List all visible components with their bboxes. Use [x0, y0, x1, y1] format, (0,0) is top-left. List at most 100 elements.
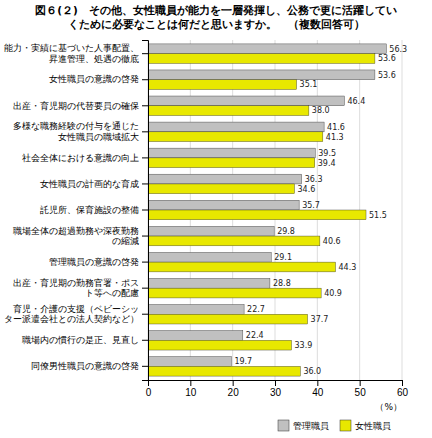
bar [148, 226, 274, 236]
x-tick-label: 30 [270, 387, 282, 398]
x-tick: 0 [146, 380, 152, 398]
y-tick-label: 出産・育児期の代替要員の確保 [13, 101, 139, 111]
x-tick-label: 40 [312, 387, 324, 398]
legend-swatch [278, 420, 289, 431]
data-label: 39.4 [318, 159, 336, 168]
data-label: 34.6 [297, 185, 315, 194]
y-tick: 女性職員の計画的な育成 [40, 179, 148, 189]
y-tick-mark [142, 53, 148, 54]
y-tick-label: 託児所、保育施設の整備 [40, 205, 139, 215]
y-tick-label: 同僚男性職員の意識の啓発 [31, 361, 139, 371]
y-tick: 管理職員の意識の啓発 [49, 257, 148, 267]
series [148, 44, 386, 366]
data-label: 39.5 [318, 149, 336, 158]
y-tick-label: 管理職員の意識の啓発 [49, 257, 139, 267]
grid-line [402, 40, 403, 380]
x-tick-label: 0 [146, 387, 152, 398]
data-label: 51.5 [369, 211, 387, 220]
bar [148, 262, 336, 272]
x-tick: 50 [355, 380, 367, 398]
bar [148, 158, 315, 168]
bar [148, 96, 344, 106]
y-tick: 多様な職務経験の付与を通じた女性職員の職域拡大 [13, 121, 148, 142]
data-label: 36.0 [303, 367, 321, 376]
y-tick: 出産・育児期の勤務官署・ポスト等への配慮 [13, 278, 148, 299]
bar [148, 80, 297, 90]
y-tick-mark [142, 288, 148, 289]
y-tick: 託児所、保育施設の整備 [40, 205, 148, 215]
y-tick: 育児・介護の支援（ベビーシッター派遣会社との法人契約など） [4, 304, 148, 325]
bar [148, 314, 308, 324]
bar [148, 340, 292, 350]
y-tick-label: 多様な職務経験の付与を通じた女性職員の職域拡大 [13, 121, 139, 142]
data-label: 28.8 [273, 279, 291, 288]
y-tick-mark [142, 210, 148, 211]
y-tick-mark [142, 157, 148, 158]
x-tick-label: 50 [355, 387, 367, 398]
bar [148, 278, 270, 288]
y-tick-label: 社会全体における意識の向上 [22, 153, 139, 163]
y-tick-mark [142, 314, 148, 315]
legend: 管理職員 女性職員 [278, 420, 391, 431]
y-tick: 女性職員の意識の啓発 [49, 74, 148, 84]
y-tick-mark [142, 131, 148, 132]
x-tick-mark [275, 380, 276, 386]
y-tick: 出産・育児期の代替要員の確保 [13, 101, 148, 111]
x-tick-mark [402, 380, 403, 386]
data-label: 53.6 [378, 54, 396, 63]
bar [148, 44, 386, 54]
bar [148, 70, 375, 80]
bar [148, 122, 324, 132]
y-tick: 社会全体における意識の向上 [22, 153, 148, 163]
bar [148, 366, 300, 376]
data-label: 46.4 [347, 97, 365, 106]
y-tick-mark [142, 340, 148, 341]
y-tick: 同僚男性職員の意識の啓発 [31, 361, 148, 371]
title: 図６(２) その他、女性職員が能力を一層発揮し、公務で更に活躍していくために必要… [35, 4, 397, 31]
y-tick-mark [142, 236, 148, 237]
data-label: 33.9 [295, 341, 313, 350]
y-tick: 職場内の慣行の是正、見直し [22, 335, 148, 345]
bar [148, 174, 302, 184]
data-label: 44.3 [339, 263, 357, 272]
y-axis: 能力・実績に基づいた人事配置、昇進管理、処遇の徹底女性職員の意識の啓発出産・育児… [4, 41, 149, 381]
data-labels: 56.353.646.441.639.536.335.729.829.128.8… [234, 45, 407, 376]
x-tick: 10 [185, 380, 197, 398]
y-tick-mark [142, 183, 148, 184]
y-tick-label: 出産・育児期の勤務官署・ポスト等への配慮 [13, 278, 139, 299]
data-label: 37.7 [311, 315, 329, 324]
x-tick-mark [233, 380, 234, 386]
bar [148, 106, 309, 116]
y-tick-label: 職場内の慣行の是正、見直し [22, 335, 139, 345]
data-label: 41.6 [327, 123, 345, 132]
legend-label: 女性職員 [355, 421, 391, 431]
y-tick-mark [142, 105, 148, 106]
legend-item: 女性職員 [340, 420, 391, 431]
series [148, 54, 375, 376]
y-axis-line [142, 41, 149, 381]
x-tick: 40 [312, 380, 324, 398]
bar [148, 236, 320, 246]
data-label: 29.8 [277, 227, 295, 236]
data-label: 19.7 [234, 357, 252, 366]
x-tick-label: 60 [397, 387, 409, 398]
x-tick: 20 [228, 380, 240, 398]
data-label: 29.1 [274, 253, 292, 262]
bars [148, 44, 386, 376]
x-tick-mark [317, 380, 318, 386]
data-label: 36.3 [305, 175, 323, 184]
grid [148, 40, 402, 380]
data-label: 40.9 [324, 289, 342, 298]
bar [148, 54, 375, 64]
data-label: 56.3 [389, 45, 407, 54]
plot: 56.353.646.441.639.536.335.729.829.128.8… [4, 40, 408, 431]
legend-swatch [340, 420, 351, 431]
legend-label: 管理職員 [293, 421, 329, 431]
bar [148, 330, 243, 340]
bar [148, 210, 366, 220]
x-tick-mark [360, 380, 361, 386]
chart: 図６(２) その他、女性職員が能力を一層発揮し、公務で更に活躍していくために必要… [0, 0, 432, 438]
y-tick-label: 女性職員の計画的な育成 [40, 179, 139, 189]
y-tick-mark [142, 79, 148, 80]
bar [148, 184, 294, 194]
